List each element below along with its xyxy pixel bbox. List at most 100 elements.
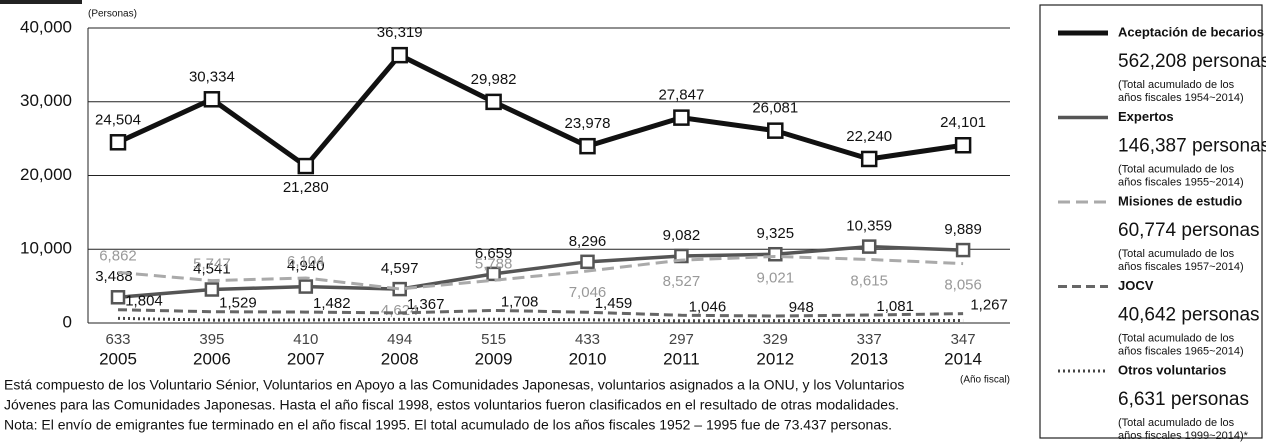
- marker: [110, 290, 126, 305]
- legend-note: años fiscales 1957~2014): [1118, 261, 1244, 273]
- series-line: [117, 308, 964, 318]
- value-label: 1,267: [970, 297, 1008, 314]
- value-label: 4,541: [193, 260, 231, 277]
- x-tick-label: 2010: [569, 349, 607, 368]
- legend-note: años fiscales 1965~2014): [1118, 345, 1244, 357]
- marker: [297, 157, 315, 175]
- marker: [860, 150, 878, 168]
- value-label: 9,325: [757, 225, 795, 242]
- legend-total: 60,774 personas: [1118, 220, 1260, 241]
- value-label: 1,529: [219, 295, 257, 312]
- value-label: 8,527: [663, 273, 701, 290]
- x-unit: (Año fiscal): [960, 375, 1010, 386]
- x-tick-label: 2014: [944, 349, 982, 368]
- value-label: 1,367: [407, 296, 445, 313]
- value-label: 23,978: [565, 115, 611, 132]
- value-label: 29,982: [471, 71, 517, 88]
- marker: [109, 134, 127, 151]
- marker: [954, 137, 972, 154]
- value-label: 8,615: [850, 272, 888, 289]
- x-tick-label: 2008: [381, 349, 419, 368]
- value-label: 10,359: [846, 218, 892, 235]
- y-tick-label: 0: [63, 312, 72, 331]
- value-label: 494: [387, 331, 412, 348]
- value-label: 5,747: [193, 256, 231, 273]
- x-tick-label: 2012: [756, 349, 794, 368]
- x-tick-label: 2011: [663, 349, 700, 368]
- y-tick-label: 30,000: [20, 91, 72, 110]
- value-label: 1,459: [595, 295, 633, 312]
- value-label: 4,624: [381, 302, 419, 319]
- legend-note: años fiscales 1999~2014)*: [1118, 430, 1249, 442]
- value-label: 297: [669, 331, 694, 348]
- value-label: 22,240: [846, 128, 892, 145]
- value-label: 5,788: [475, 255, 513, 272]
- value-label: 6,659: [475, 245, 513, 262]
- marker: [391, 46, 408, 64]
- value-label: 30,334: [189, 68, 235, 85]
- x-tick-label: 2009: [475, 349, 513, 368]
- series-line: [117, 316, 964, 323]
- legend-note: (Total acumulado de los: [1118, 332, 1235, 344]
- legend-total: 562,208 personas: [1118, 51, 1266, 72]
- marker: [485, 93, 502, 111]
- y-tick-label: 10,000: [20, 239, 72, 258]
- marker: [673, 109, 690, 126]
- value-label: 9,021: [757, 269, 795, 286]
- legend-name: Aceptación de becarios: [1118, 24, 1264, 39]
- legend-note: (Total acumulado de los: [1118, 248, 1235, 260]
- value-label: 4,597: [381, 260, 419, 277]
- legend-name: Otros voluntarios: [1118, 362, 1226, 377]
- marker: [768, 246, 783, 262]
- legend-note: (Total acumulado de los: [1118, 417, 1235, 429]
- x-tick-label: 2005: [99, 349, 137, 368]
- legend-note: (Total acumulado de los: [1118, 163, 1235, 175]
- value-label: 3,488: [95, 268, 133, 285]
- legend-total: 146,387 personas: [1118, 136, 1266, 157]
- value-label: 24,101: [940, 114, 986, 131]
- value-label: 1,804: [125, 293, 163, 310]
- x-tick-label: 2006: [193, 349, 231, 368]
- legend-total: 6,631 personas: [1118, 389, 1249, 410]
- value-label: 21,280: [283, 179, 329, 196]
- x-tick-label: 2013: [850, 349, 888, 368]
- legend-box: [1039, 4, 1263, 439]
- value-label: 6,104: [287, 253, 325, 270]
- marker: [486, 266, 501, 282]
- series-line: [117, 254, 964, 291]
- value-label: 410: [293, 331, 318, 348]
- legend-name: JOCV: [1118, 278, 1154, 293]
- value-label: 1,081: [876, 298, 914, 315]
- y-tick-label: 40,000: [20, 17, 72, 36]
- value-label: 433: [575, 331, 600, 348]
- value-label: 1,482: [313, 295, 351, 312]
- marker: [579, 137, 596, 155]
- marker: [767, 122, 784, 139]
- legend-name: Expertos: [1118, 109, 1174, 124]
- marker: [861, 239, 877, 254]
- value-label: 395: [199, 331, 224, 348]
- legend-note: años fiscales 1954~2014): [1118, 92, 1244, 104]
- y-unit: (Personas): [88, 9, 137, 20]
- value-label: 24,504: [95, 111, 141, 128]
- header-bar: [0, 0, 82, 4]
- value-label: 36,319: [377, 24, 423, 41]
- value-label: 8,296: [569, 233, 607, 250]
- marker: [955, 242, 971, 258]
- value-label: 329: [763, 331, 788, 348]
- marker: [298, 279, 314, 294]
- legend-note: años fiscales 1955~2014): [1118, 176, 1244, 188]
- y-tick-label: 20,000: [20, 165, 72, 184]
- value-label: 26,081: [752, 100, 798, 117]
- value-label: 8,056: [944, 277, 982, 294]
- series-line: [116, 52, 964, 170]
- legend-name: Misiones de estudio: [1118, 193, 1242, 208]
- value-label: 4,940: [287, 258, 325, 275]
- x-tick-label: 2007: [287, 349, 325, 368]
- value-label: 337: [857, 331, 882, 348]
- value-label: 515: [481, 331, 506, 348]
- legend-note: (Total acumulado de los: [1118, 79, 1235, 91]
- value-label: 948: [789, 299, 814, 316]
- footnote: Nota: El envío de emigrantes fue termina…: [4, 417, 892, 433]
